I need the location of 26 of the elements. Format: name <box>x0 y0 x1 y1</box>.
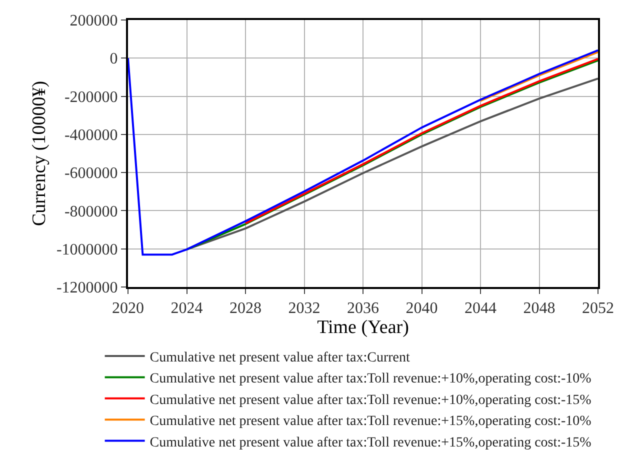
legend-label: Cumulative net present value after tax:Toll revenue:+10%,operating cost:-10% <box>150 372 592 387</box>
legend-label: Cumulative net present value after tax:Toll revenue:+15%,operating cost:-15% <box>150 435 592 450</box>
legend-label: Cumulative net present value after tax:Current <box>150 350 410 366</box>
x-tick-label: 2024 <box>170 300 203 318</box>
x-tick-label: 2036 <box>347 300 379 318</box>
x-axis-title: Time (Year) <box>317 317 409 338</box>
y-tick-label: 0 <box>110 50 118 68</box>
x-tick-label: 2032 <box>288 300 320 318</box>
y-tick-label: -600000 <box>64 165 118 182</box>
y-tick-label: -1000000 <box>56 241 118 258</box>
x-tick-label: 2052 <box>582 300 614 318</box>
x-tick-label: 2020 <box>112 300 144 318</box>
y-tick-label: -1200000 <box>56 280 118 297</box>
x-tick-label: 2048 <box>523 300 556 318</box>
y-tick-label: -400000 <box>64 127 118 144</box>
legend-label: Cumulative net present value after tax:Toll revenue:+10%,operating cost:-15% <box>150 392 592 408</box>
y-axis-title: Currency (10000¥) <box>28 80 50 226</box>
y-tick-label: 200000 <box>70 12 118 30</box>
y-tick-label: -800000 <box>64 203 118 220</box>
x-tick-label: 2044 <box>464 300 496 318</box>
legend-label: Cumulative net present value after tax:Toll revenue:+15%,operating cost:-10% <box>150 414 592 430</box>
x-tick-label: 2028 <box>230 300 262 318</box>
x-tick-label: 2040 <box>406 300 438 318</box>
line-series <box>244 58 598 224</box>
line-series <box>128 49 598 256</box>
y-tick-label: -200000 <box>64 88 118 106</box>
